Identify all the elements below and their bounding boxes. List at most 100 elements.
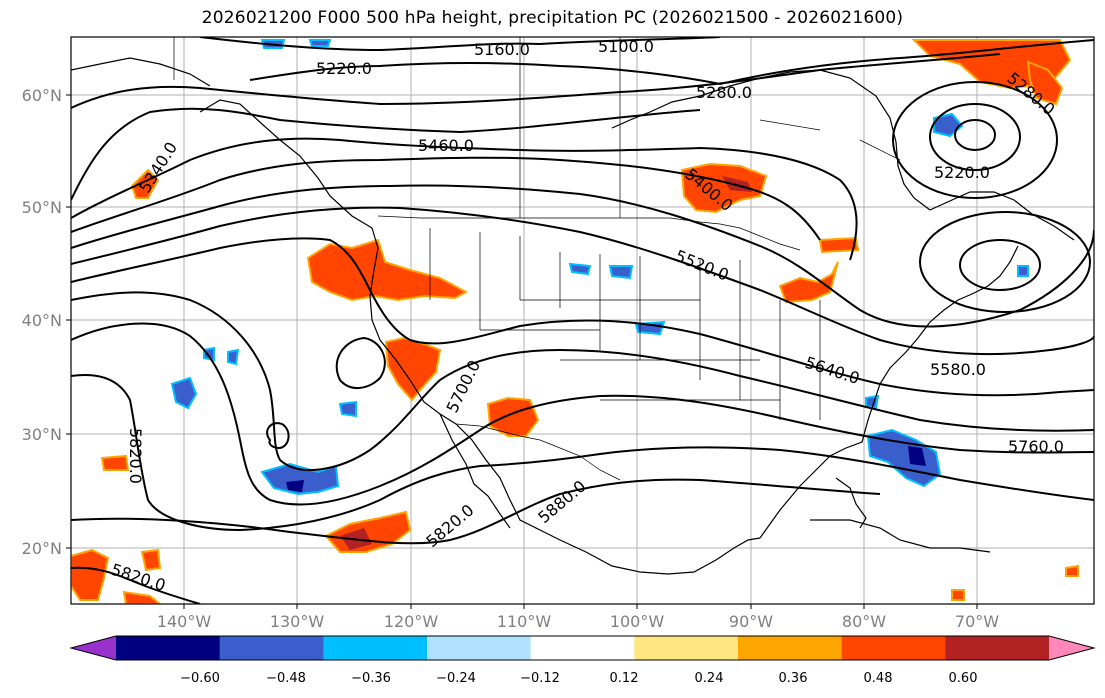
contour-label: 5220.0 xyxy=(934,163,990,182)
precip-small-1 xyxy=(140,548,162,572)
colorbar-bin xyxy=(427,636,532,660)
contour-5340 xyxy=(71,107,701,201)
colorbar-tick-labels: −0.60 −0.48 −0.36 −0.24 −0.12 0.12 0.24 … xyxy=(180,671,977,686)
lat-label-60n: 60°N xyxy=(22,86,62,105)
lon-label-70w: 70°W xyxy=(955,612,999,631)
low-ring-3 xyxy=(892,81,1058,199)
neg-pacific xyxy=(170,376,198,410)
colorbar-tick-label: 0.48 xyxy=(864,671,893,686)
colorbar-bin xyxy=(323,636,428,660)
precip-south-edge xyxy=(122,590,162,604)
lon-label-120w: 120°W xyxy=(384,612,439,631)
colorbar-tick-label: −0.24 xyxy=(436,671,476,686)
lon-label-90w: 90°W xyxy=(729,612,773,631)
closed-lows xyxy=(892,81,1091,313)
contour-5880 xyxy=(71,478,881,545)
contour-5460 xyxy=(71,156,821,241)
colorbar-tick-label: 0.24 xyxy=(695,671,724,686)
lat-label-50n: 50°N xyxy=(22,198,62,217)
colorbar-tick-label: −0.48 xyxy=(266,671,306,686)
neg-small-4 xyxy=(1017,265,1029,277)
height-contours xyxy=(71,37,1094,604)
low-ring-1 xyxy=(954,119,996,151)
colorbar-tick-label: −0.60 xyxy=(180,671,220,686)
contour-5160-top xyxy=(199,37,541,52)
coastline-labrador xyxy=(929,191,1075,241)
map-title: 2026021200 F000 500 hPa height, precipit… xyxy=(201,8,904,28)
colorbar-bin xyxy=(945,636,1050,660)
neg-small-1 xyxy=(203,346,215,362)
precip-small-2 xyxy=(100,454,130,471)
precip-small-3 xyxy=(130,168,160,199)
contour-ring-california xyxy=(335,336,386,389)
neg-top-2 xyxy=(308,39,332,47)
neg-small-2 xyxy=(227,348,240,366)
lon-label-140w: 140°W xyxy=(157,612,212,631)
lat-label-30n: 30°N xyxy=(22,425,62,444)
contour-5280 xyxy=(71,53,1001,109)
neg-rockies xyxy=(568,262,592,276)
precip-great-lakes xyxy=(778,261,839,304)
coastline-alaska xyxy=(71,57,211,87)
contour-5520 xyxy=(71,184,1094,328)
contour-label: 5100.0 xyxy=(598,37,654,56)
precip-manitoba xyxy=(680,162,768,214)
contour-5220-north xyxy=(249,39,1094,86)
contour-5820-south xyxy=(71,566,201,604)
axis-ticks xyxy=(66,94,978,609)
precip-lake-superior xyxy=(818,236,860,254)
precipitation-shading xyxy=(71,39,1079,604)
colorbar-bin xyxy=(116,636,221,660)
colorbar-extension-low xyxy=(71,636,116,660)
lon-label-110w: 110°W xyxy=(497,612,552,631)
contour-low-ring xyxy=(266,422,290,450)
colorbar-bin xyxy=(634,636,739,660)
contour-label: 5220.0 xyxy=(316,59,372,78)
colorbar-bin xyxy=(841,636,946,660)
lat-label-40n: 40°N xyxy=(22,311,62,330)
longitude-labels: 140°W 130°W 120°W 110°W 100°W 90°W 80°W … xyxy=(157,612,999,631)
lon-label-80w: 80°W xyxy=(842,612,886,631)
lon-label-130w: 130°W xyxy=(270,612,325,631)
coastline-caribbean xyxy=(810,519,991,553)
neg-southeast-core xyxy=(908,446,926,466)
colorbar-tick-label: 0.36 xyxy=(779,671,808,686)
contour-label: 5820.0 xyxy=(126,428,145,484)
border-us-mexico xyxy=(455,423,621,481)
colorbar-extension-high xyxy=(1049,636,1094,660)
precip-pacific-northwest xyxy=(306,238,469,302)
neg-plains xyxy=(608,265,634,280)
colorbar-bins xyxy=(116,636,1050,660)
neg-subtropical-core xyxy=(286,480,304,492)
precip-small-6 xyxy=(1026,60,1064,106)
colorbar: −0.60 −0.48 −0.36 −0.24 −0.12 0.12 0.24 … xyxy=(69,635,1096,686)
colorbar-bin xyxy=(530,636,635,660)
contour-label: 5580.0 xyxy=(930,360,986,379)
colorbar-tick-label: −0.36 xyxy=(351,671,391,686)
low-ring-2 xyxy=(929,103,1021,171)
lat-label-20n: 20°N xyxy=(22,539,62,558)
contour-5820 xyxy=(71,374,1094,532)
contour-label: 5760.0 xyxy=(1008,437,1064,456)
precip-small-4 xyxy=(951,589,965,601)
precip-southwest-corner xyxy=(71,548,110,601)
contour-label: 5160.0 xyxy=(474,40,530,59)
contour-5100 xyxy=(539,37,721,45)
neg-subtropical xyxy=(260,462,340,496)
colorbar-tick-label: −0.12 xyxy=(520,671,560,686)
map-panel: 5160.0 5100.0 5220.0 5280.0 5340.0 5460.… xyxy=(22,36,1095,631)
neg-offshore xyxy=(338,400,357,418)
precip-arizona xyxy=(486,396,540,437)
border-states xyxy=(429,228,821,420)
low-ring-4 xyxy=(959,239,1041,291)
contour-5640 xyxy=(71,237,1094,397)
contour-5700 xyxy=(71,291,1094,471)
low-ring-5 xyxy=(919,211,1091,313)
colorbar-bin xyxy=(738,636,843,660)
latitude-labels: 60°N 50°N 40°N 30°N 20°N xyxy=(22,86,62,558)
colorbar-tick-label: 0.60 xyxy=(949,671,978,686)
contour-5760 xyxy=(71,322,1094,506)
precip-small-5 xyxy=(1065,564,1079,577)
border-us-canada xyxy=(377,215,801,251)
coastline-baja xyxy=(439,413,511,529)
